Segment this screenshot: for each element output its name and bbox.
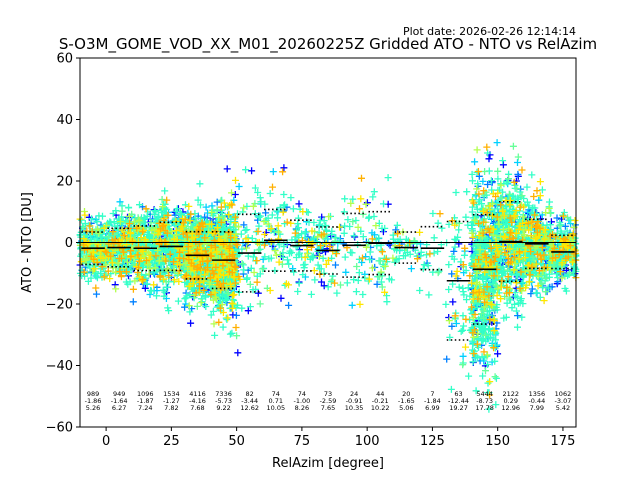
bin-count-label-16: 2122 [502, 390, 519, 398]
bin-std-label-17: 7.99 [530, 404, 544, 412]
bin-mean-label-13: -1.84 [424, 397, 441, 405]
bin-mean-label-11: -0.21 [372, 397, 389, 405]
bin-mean-label-15: -8.73 [476, 397, 493, 405]
bin-count-label-10: 24 [350, 390, 358, 398]
bin-count-label-9: 73 [324, 390, 332, 398]
bin-statistics [81, 200, 575, 341]
bin-std-label-8: 8.26 [295, 404, 309, 412]
x-axis-label: RelAzim [degree] [272, 456, 384, 471]
y-tick-label--20: −20 [46, 298, 73, 313]
bin-count-label-5: 7336 [215, 390, 232, 398]
bin-std-label-16: 12.96 [501, 404, 520, 412]
bin-std-label-11: 10.22 [371, 404, 390, 412]
bin-mean-label-7: 0.71 [269, 397, 283, 405]
bin-std-label-18: 5.42 [556, 404, 570, 412]
x-tick-label-125: 125 [420, 434, 445, 449]
bin-count-label-13: 7 [430, 390, 434, 398]
bin-std-label-7: 10.05 [266, 404, 285, 412]
bin-mean-label-16: 0.29 [503, 397, 517, 405]
bin-mean-label-10: -0.91 [346, 397, 363, 405]
bin-mean-label-9: -2.59 [320, 397, 337, 405]
bin-count-label-0: 989 [87, 390, 99, 398]
bin-mean-label-0: -1.86 [85, 397, 102, 405]
bin-std-label-12: 5.06 [399, 404, 413, 412]
bin-count-label-8: 74 [298, 390, 306, 398]
bin-count-label-2: 1096 [137, 390, 154, 398]
bin-std-label-9: 7.65 [321, 404, 335, 412]
bin-mean-label-5: -5.73 [215, 397, 232, 405]
bin-mean-label-14: -12.44 [448, 397, 469, 405]
x-tick-label-0: 0 [102, 434, 110, 449]
bin-std-label-1: 6.27 [112, 404, 126, 412]
y-tick-label--60: −60 [46, 421, 73, 436]
bin-std-label-15: 17.78 [475, 404, 494, 412]
y-tick-label-60: 60 [56, 52, 73, 67]
x-tick-label-100: 100 [355, 434, 380, 449]
bin-mean-label-8: -1.00 [293, 397, 310, 405]
y-tick-label-40: 40 [56, 113, 73, 128]
bin-mean-label-4: -4.16 [189, 397, 206, 405]
bin-mean-label-1: -1.64 [111, 397, 128, 405]
bin-count-label-6: 82 [246, 390, 254, 398]
bin-std-label-2: 7.24 [138, 404, 152, 412]
bin-std-label-0: 5.26 [86, 404, 100, 412]
bin-count-label-17: 1356 [529, 390, 546, 398]
bin-mean-label-18: -3.07 [555, 397, 572, 405]
plot-date: Plot date: 2026-02-26 12:14:14 [403, 25, 576, 38]
bin-mean-label-12: -1.65 [398, 397, 415, 405]
bin-std-label-10: 10.35 [345, 404, 364, 412]
scatter-points-color-7 [80, 143, 580, 399]
bin-std-label-14: 19.27 [449, 404, 468, 412]
x-tick-label-25: 25 [163, 434, 180, 449]
y-tick-label-20: 20 [56, 175, 73, 190]
bin-std-label-13: 6.99 [425, 404, 439, 412]
bin-stat-labels: 989-1.865.26 949-1.646.27 1096-1.877.24 153… [85, 390, 572, 412]
bin-mean-label-6: -3.44 [241, 397, 258, 405]
bin-count-label-4: 4116 [189, 390, 206, 398]
x-tick-label-175: 175 [551, 434, 576, 449]
x-tick-label-50: 50 [228, 434, 245, 449]
bin-std-label-6: 12.62 [240, 404, 259, 412]
bin-std-label-5: 9.22 [216, 404, 230, 412]
y-axis: −60 −40 −20 0 20 40 60 [46, 52, 80, 436]
bin-count-label-18: 1062 [555, 390, 572, 398]
bin-mean-label-2: -1.87 [137, 397, 154, 405]
y-axis-label: ATO - NTO [DU] [20, 192, 35, 293]
bin-count-label-3: 1534 [163, 390, 180, 398]
bin-count-label-1: 949 [113, 390, 125, 398]
y-tick-label--40: −40 [46, 359, 73, 374]
bin-count-label-12: 20 [402, 390, 410, 398]
chart-title: S-O3M_GOME_VOD_XX_M01_20260225Z Gridded … [59, 35, 597, 54]
x-axis: 0 25 50 75 100 125 150 175 [102, 427, 575, 449]
bin-mean-label-17: -0.44 [528, 397, 545, 405]
bin-mean-label-3: -1.27 [163, 397, 180, 405]
y-tick-label-0: 0 [65, 236, 73, 251]
bin-count-label-7: 74 [272, 390, 280, 398]
bin-count-label-11: 44 [376, 390, 384, 398]
bin-count-label-15: 5444 [476, 390, 493, 398]
bin-count-label-14: 63 [454, 390, 462, 398]
x-tick-label-75: 75 [294, 434, 311, 449]
x-tick-label-150: 150 [485, 434, 510, 449]
bin-std-label-4: 7.68 [190, 404, 204, 412]
bin-std-label-3: 7.82 [164, 404, 178, 412]
